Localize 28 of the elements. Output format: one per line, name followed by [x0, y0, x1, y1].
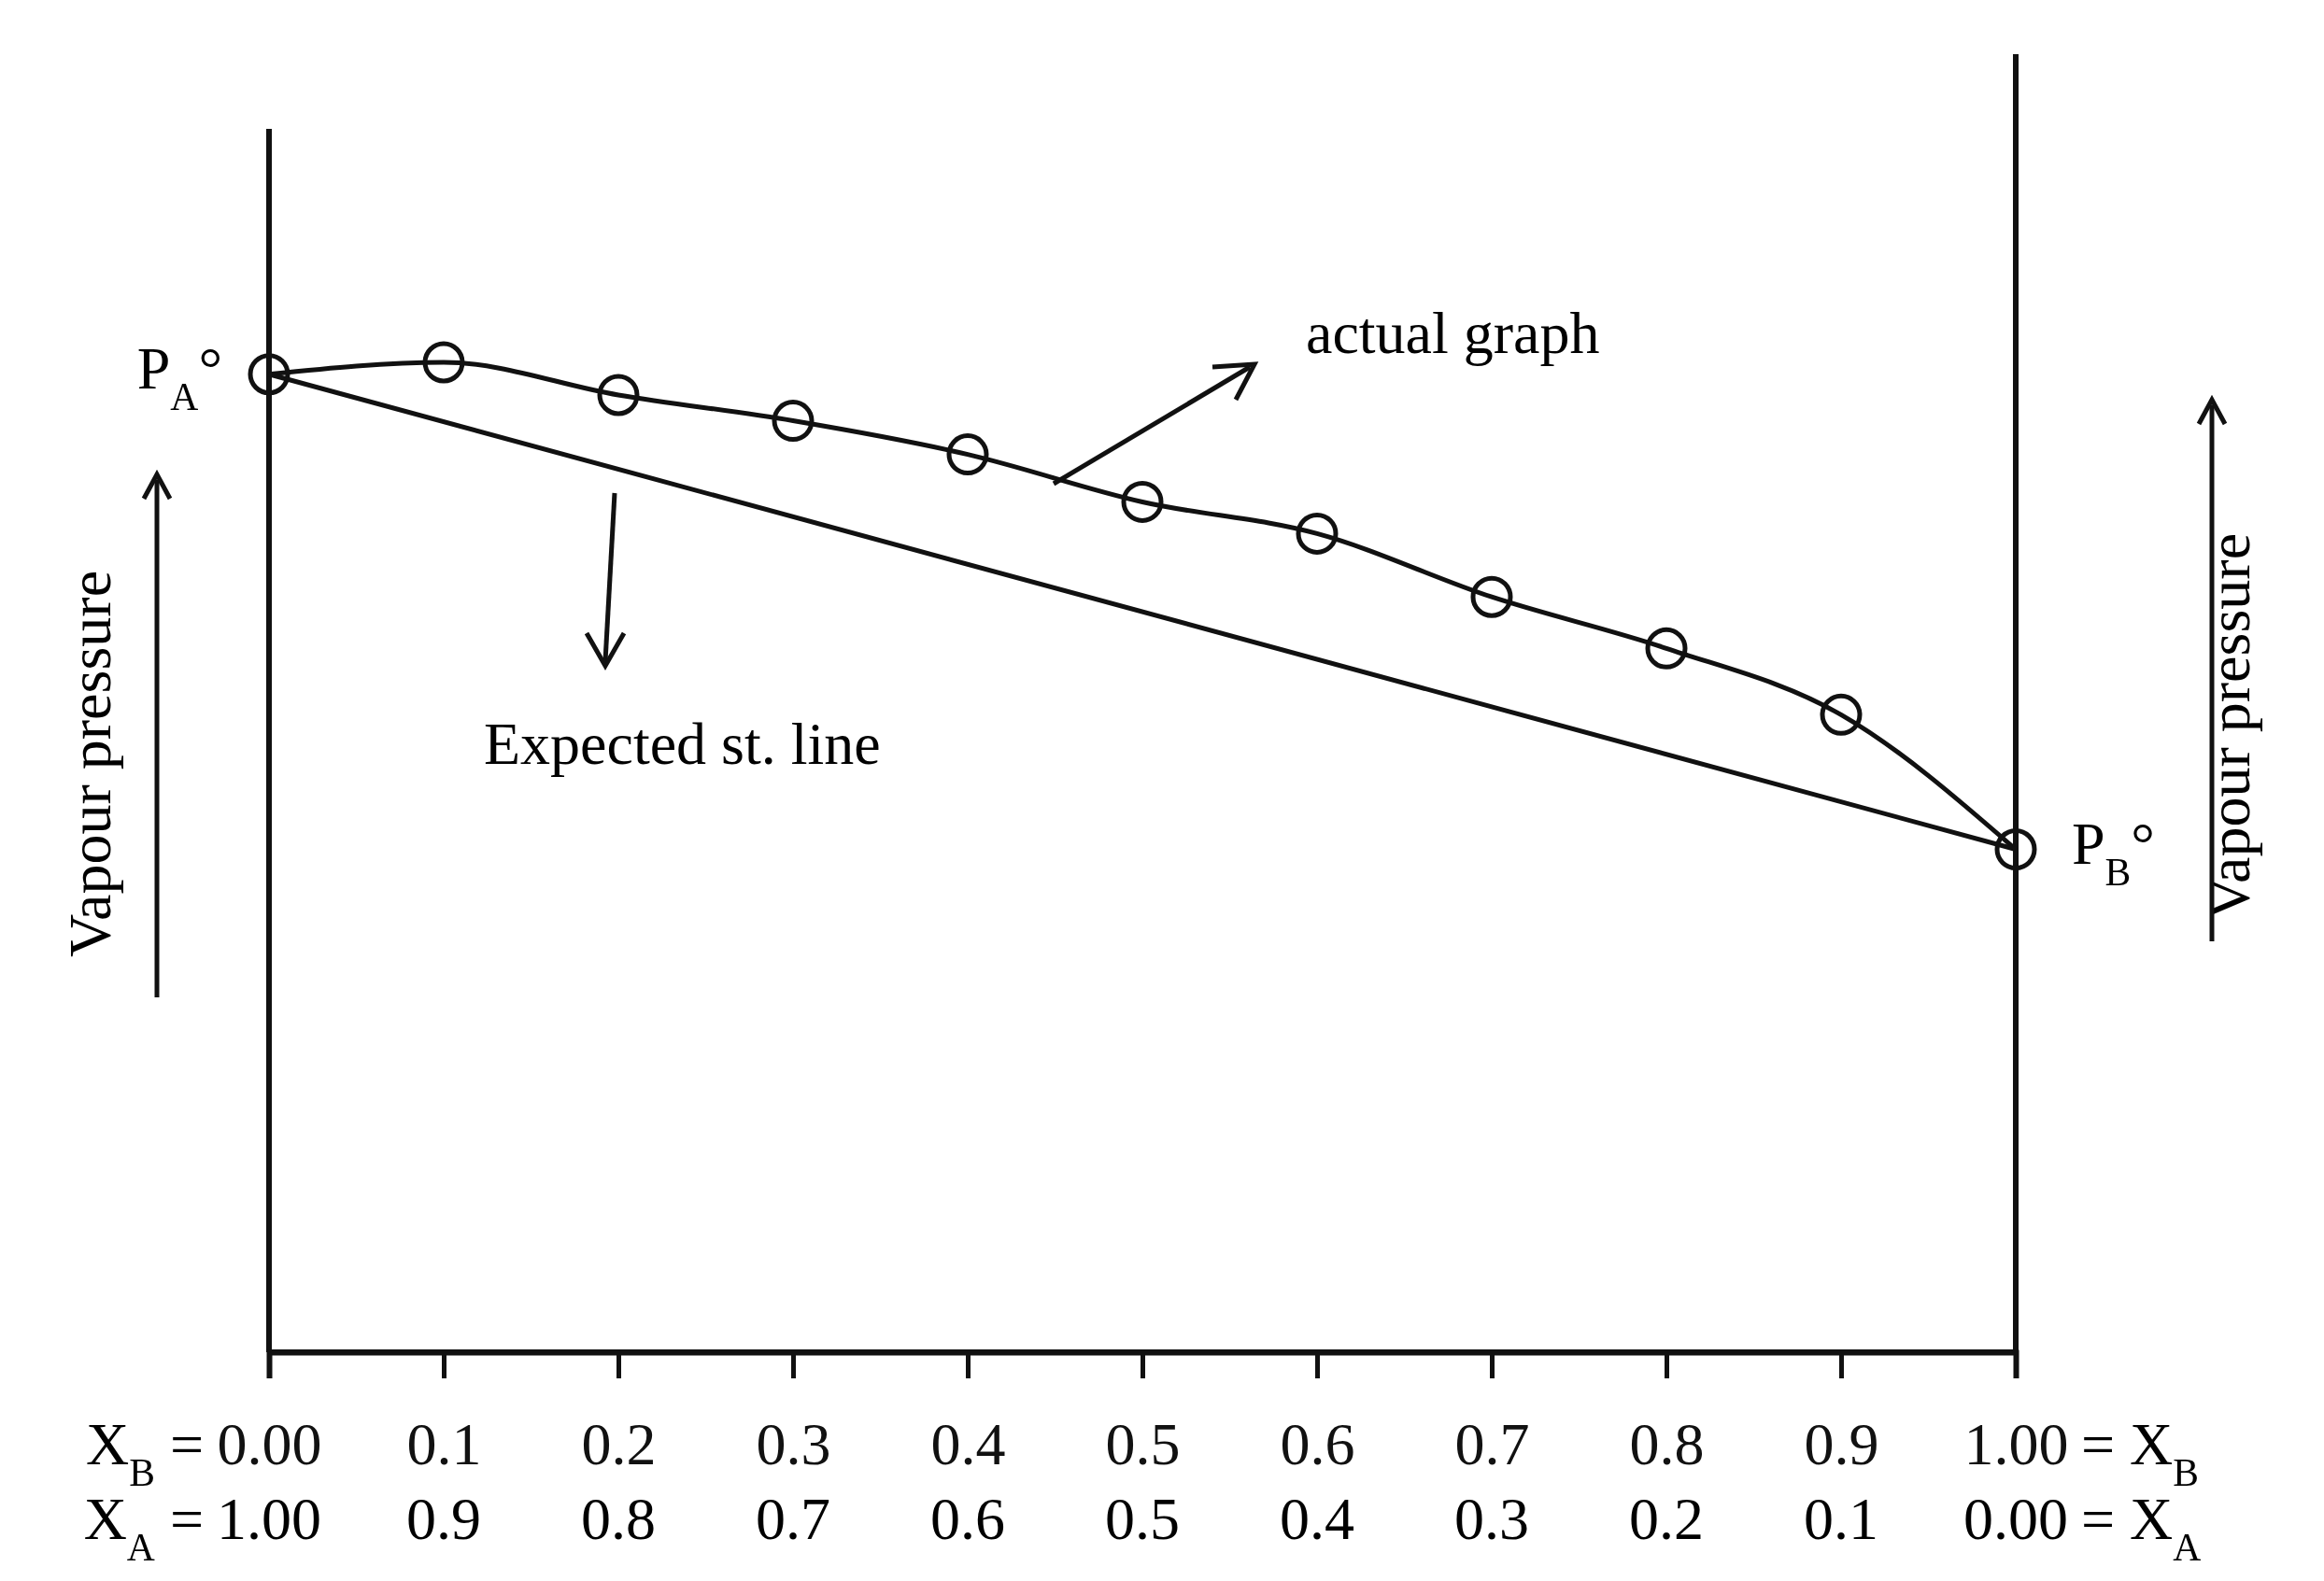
x-tick-label: 0.2 [581, 1411, 657, 1477]
text: P$_{B}$° [2072, 810, 2155, 894]
x2-tick-label: 0.6 [930, 1486, 1005, 1552]
y2-axis-title: Vapour pressure [2196, 532, 2262, 921]
x2-tick-label: 1.00 [217, 1486, 321, 1552]
x-tick-label: 0.00 [217, 1411, 322, 1477]
x-tick-label: 0.1 [406, 1411, 482, 1477]
x2-tick-label: 0.9 [406, 1486, 481, 1552]
annotation: Expected st. line [484, 711, 881, 777]
x2-tick-label: 0.3 [1454, 1486, 1529, 1552]
x-tick-label: 1.00 [1963, 1411, 2069, 1477]
x-tick-label: 0.3 [756, 1411, 831, 1477]
x2-tick-label: 0.4 [1280, 1486, 1354, 1552]
x2-tick-label: 0.2 [1629, 1486, 1704, 1552]
y-axis-title: Vapour pressure [57, 570, 123, 958]
x2-tick-label: 0.00 [1963, 1486, 2068, 1552]
x2-tick-label: 0.5 [1105, 1486, 1180, 1552]
x-tick-label: 0.6 [1280, 1411, 1355, 1477]
text: P$_{A}$° [136, 334, 222, 418]
annotation: actual graph [1306, 300, 1600, 366]
x-tick-label: 0.5 [1105, 1411, 1181, 1477]
x-tick-label: 0.8 [1629, 1411, 1705, 1477]
x2-tick-label: 0.1 [1804, 1486, 1878, 1552]
x-tick-label: 0.7 [1454, 1411, 1530, 1477]
x2-tick-label: 0.7 [756, 1486, 830, 1552]
x-tick-label: 0.9 [1804, 1411, 1879, 1477]
x-tick-label: 0.4 [930, 1411, 1006, 1477]
x2-tick-label: 0.8 [581, 1486, 656, 1552]
